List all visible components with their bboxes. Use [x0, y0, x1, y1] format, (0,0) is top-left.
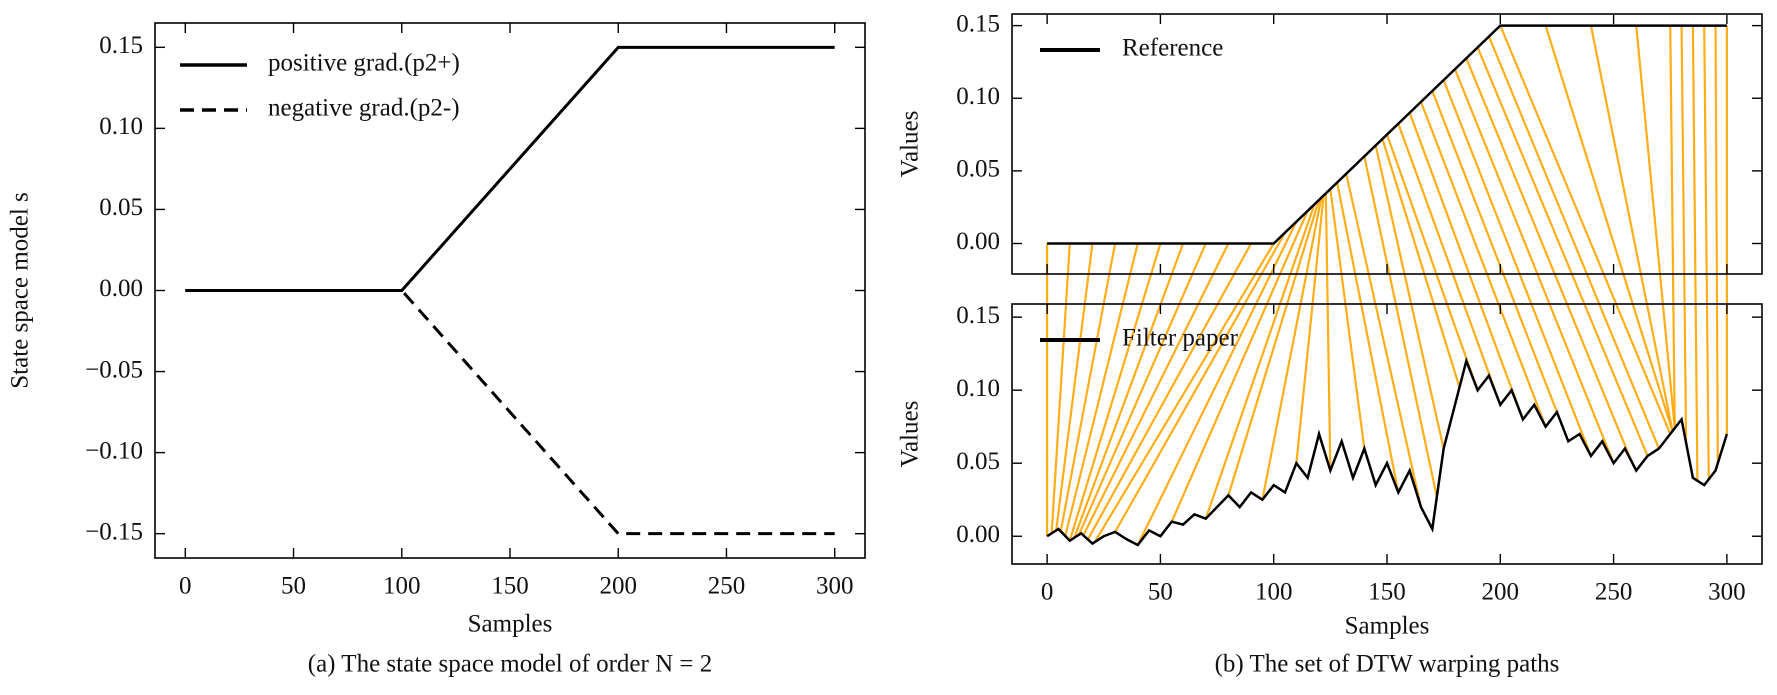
- warping-path: [1114, 232, 1286, 533]
- caption: (b) The set of DTW warping paths: [1215, 651, 1560, 678]
- warping-path: [1055, 243, 1094, 531]
- y-tick-label: 0.15: [956, 302, 1000, 329]
- y-tick-label: 0.10: [956, 375, 1000, 402]
- warping-path: [1465, 57, 1633, 463]
- x-axis-label: Samples: [1345, 613, 1430, 640]
- warping-path: [1381, 138, 1461, 388]
- warping-path: [1261, 197, 1323, 500]
- warping-path: [1336, 182, 1400, 493]
- legend-label: Reference: [1122, 35, 1223, 62]
- warping-path: [1476, 46, 1649, 457]
- y-tick-label: 0.15: [99, 32, 143, 59]
- x-axis-label: Samples: [468, 611, 553, 638]
- warping-path: [1068, 243, 1162, 541]
- y-tick-label: 0.10: [99, 113, 143, 140]
- x-tick-label: 300: [1708, 579, 1746, 606]
- warping-path: [1064, 243, 1139, 537]
- x-tick-label: 300: [816, 573, 854, 600]
- x-tick-label: 100: [1255, 579, 1293, 606]
- y-tick-label: −0.05: [85, 356, 143, 383]
- y-tick-label: 0.05: [956, 156, 1000, 183]
- y-tick-label: −0.10: [85, 437, 143, 464]
- legend-label: negative grad.(p2-): [268, 95, 460, 122]
- warping-path: [1691, 25, 1699, 481]
- y-tick-label: 0.05: [956, 448, 1000, 475]
- warping-path: [1324, 193, 1332, 471]
- data-line: [1046, 356, 1729, 547]
- warping-path: [1077, 243, 1207, 536]
- x-tick-label: 50: [281, 573, 306, 600]
- x-tick-label: 250: [1595, 579, 1633, 606]
- x-tick-label: 250: [708, 573, 746, 600]
- warping-path: [1295, 195, 1325, 464]
- warping-path: [1374, 145, 1445, 449]
- warping-path: [1363, 156, 1438, 498]
- y-axis-label: Values: [897, 401, 924, 468]
- caption: (a) The state space model of order N = 2: [308, 651, 712, 678]
- x-tick-label: 100: [383, 573, 421, 600]
- warping-path: [1635, 25, 1676, 429]
- warping-path: [1419, 101, 1547, 428]
- warping-path: [1499, 25, 1672, 435]
- warping-path: [1050, 243, 1071, 534]
- legend-label: positive grad.(p2+): [268, 50, 460, 77]
- warping-path: [1329, 188, 1366, 449]
- warping-path: [1136, 221, 1298, 546]
- y-tick-label: −0.15: [85, 518, 143, 545]
- y-tick-label: 0.10: [956, 83, 1000, 110]
- y-tick-label: 0.00: [956, 228, 1000, 255]
- x-tick-label: 200: [599, 573, 637, 600]
- x-tick-label: 50: [1148, 579, 1173, 606]
- y-axis-label: Values: [897, 111, 924, 178]
- x-tick-label: 0: [179, 573, 192, 600]
- x-tick-label: 0: [1041, 579, 1054, 606]
- y-tick-label: 0.00: [956, 521, 1000, 548]
- warping-path: [1086, 242, 1253, 540]
- data-line: [185, 45, 835, 292]
- x-tick-label: 150: [1368, 579, 1406, 606]
- warping-path: [1082, 243, 1230, 536]
- y-tick-label: 0.15: [956, 10, 1000, 37]
- warping-path: [1073, 243, 1185, 539]
- warping-path: [1453, 68, 1615, 464]
- warping-path: [1385, 134, 1479, 391]
- warping-path: [1487, 36, 1660, 450]
- warping-path: [1714, 25, 1719, 464]
- warping-path: [1093, 242, 1275, 543]
- data-line: [185, 289, 835, 536]
- warping-path: [1059, 243, 1117, 532]
- warping-path: [1227, 199, 1321, 496]
- warping-path: [1345, 173, 1423, 508]
- x-tick-label: 200: [1482, 579, 1520, 606]
- warping-path: [1669, 25, 1676, 429]
- warping-path: [1204, 203, 1316, 520]
- warping-path: [1397, 123, 1502, 406]
- data-line: [1047, 24, 1727, 245]
- warping-path: [1680, 25, 1688, 443]
- warping-path: [1408, 112, 1524, 420]
- x-tick-label: 150: [491, 573, 529, 600]
- y-tick-label: 0.05: [99, 194, 143, 221]
- y-axis-label: State space model s: [7, 192, 34, 388]
- warping-path: [1442, 79, 1592, 457]
- warping-path: [1544, 25, 1674, 432]
- warping-path: [1589, 25, 1674, 432]
- warping-path: [1703, 25, 1710, 480]
- warping-path: [1170, 210, 1309, 523]
- legend-label: Filter paper: [1122, 325, 1239, 352]
- y-tick-label: 0.00: [99, 275, 143, 302]
